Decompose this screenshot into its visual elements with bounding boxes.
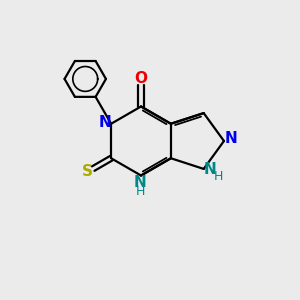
Text: N: N bbox=[134, 175, 147, 190]
Text: S: S bbox=[82, 164, 93, 179]
Text: O: O bbox=[134, 71, 148, 86]
Text: N: N bbox=[98, 115, 111, 130]
Text: N: N bbox=[204, 162, 217, 177]
Text: H: H bbox=[136, 184, 145, 198]
Text: N: N bbox=[225, 131, 238, 146]
Text: H: H bbox=[214, 170, 224, 183]
